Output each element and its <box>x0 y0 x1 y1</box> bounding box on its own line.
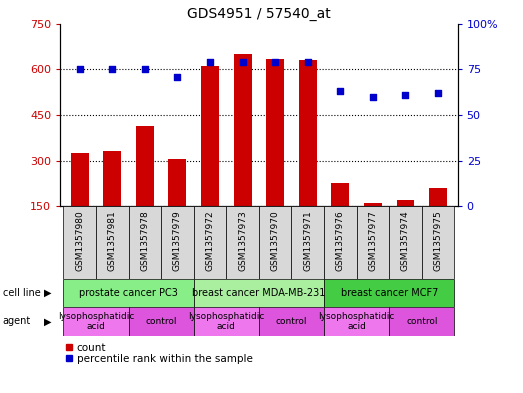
Text: control: control <box>406 317 438 326</box>
Bar <box>71 153 89 206</box>
Point <box>401 92 410 98</box>
Text: GSM1357981: GSM1357981 <box>108 210 117 271</box>
Bar <box>161 206 194 279</box>
Bar <box>168 159 186 206</box>
Point <box>75 66 84 72</box>
Bar <box>194 307 259 336</box>
Bar <box>259 307 324 336</box>
Text: lysophosphatidic
acid: lysophosphatidic acid <box>319 312 395 331</box>
Bar <box>259 206 291 279</box>
Bar <box>129 307 194 336</box>
Bar <box>201 66 219 206</box>
Bar <box>234 54 252 206</box>
Text: GSM1357971: GSM1357971 <box>303 210 312 271</box>
Text: GSM1357973: GSM1357973 <box>238 210 247 271</box>
Title: GDS4951 / 57540_at: GDS4951 / 57540_at <box>187 7 331 21</box>
Text: control: control <box>145 317 177 326</box>
Legend: count, percentile rank within the sample: count, percentile rank within the sample <box>65 343 253 364</box>
Text: ▶: ▶ <box>44 288 52 298</box>
Bar <box>324 206 357 279</box>
Text: ▶: ▶ <box>44 316 52 327</box>
Bar <box>299 60 317 206</box>
Bar <box>324 279 454 307</box>
Bar <box>332 184 349 206</box>
Text: GSM1357975: GSM1357975 <box>434 210 442 271</box>
Bar <box>429 188 447 206</box>
Bar <box>63 206 96 279</box>
Bar <box>96 206 129 279</box>
Point <box>141 66 149 72</box>
Point <box>303 59 312 65</box>
Text: lysophosphatidic
acid: lysophosphatidic acid <box>58 312 134 331</box>
Bar <box>389 307 454 336</box>
Bar <box>389 206 422 279</box>
Point <box>173 73 181 80</box>
Point <box>206 59 214 65</box>
Text: GSM1357978: GSM1357978 <box>140 210 150 271</box>
Text: GSM1357979: GSM1357979 <box>173 210 182 271</box>
Text: GSM1357980: GSM1357980 <box>75 210 84 271</box>
Text: breast cancer MCF7: breast cancer MCF7 <box>340 288 438 298</box>
Text: lysophosphatidic
acid: lysophosphatidic acid <box>188 312 265 331</box>
Text: GSM1357970: GSM1357970 <box>271 210 280 271</box>
Bar <box>324 307 389 336</box>
Point <box>369 94 377 100</box>
Bar <box>396 200 414 206</box>
Bar <box>194 279 324 307</box>
Bar <box>129 206 161 279</box>
Bar <box>136 126 154 206</box>
Point <box>271 59 279 65</box>
Text: cell line: cell line <box>3 288 40 298</box>
Text: prostate cancer PC3: prostate cancer PC3 <box>79 288 178 298</box>
Bar <box>63 307 129 336</box>
Bar <box>364 203 382 206</box>
Point <box>336 88 345 94</box>
Text: control: control <box>276 317 307 326</box>
Bar <box>422 206 454 279</box>
Point <box>238 59 247 65</box>
Text: GSM1357974: GSM1357974 <box>401 210 410 271</box>
Text: GSM1357972: GSM1357972 <box>206 210 214 271</box>
Text: GSM1357977: GSM1357977 <box>368 210 378 271</box>
Bar <box>357 206 389 279</box>
Text: GSM1357976: GSM1357976 <box>336 210 345 271</box>
Text: agent: agent <box>3 316 31 327</box>
Bar <box>194 206 226 279</box>
Bar <box>226 206 259 279</box>
Bar <box>104 151 121 206</box>
Point <box>108 66 117 72</box>
Bar <box>266 59 284 206</box>
Point <box>434 90 442 96</box>
Bar <box>63 279 194 307</box>
Text: breast cancer MDA-MB-231: breast cancer MDA-MB-231 <box>192 288 326 298</box>
Bar <box>291 206 324 279</box>
